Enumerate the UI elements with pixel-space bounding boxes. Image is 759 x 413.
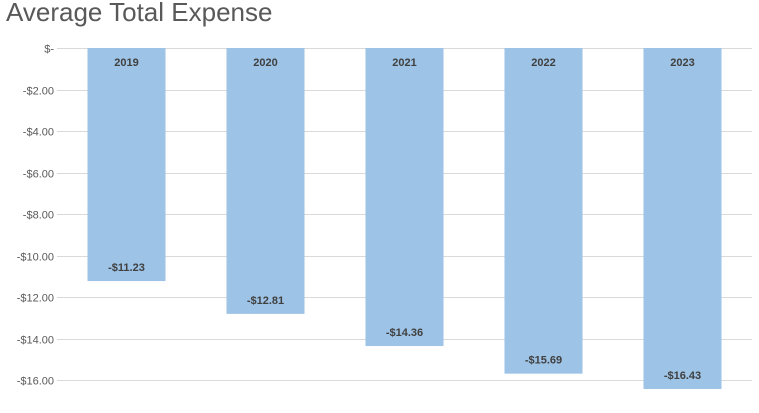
data-label: -$12.81 [247, 295, 284, 307]
category-label: 2020 [253, 57, 277, 69]
data-label: -$14.36 [386, 327, 423, 339]
data-label: -$11.23 [108, 262, 145, 274]
y-tick-label: -$16.00 [17, 376, 54, 388]
bars [87, 48, 722, 389]
y-axis-tick-labels: $- -$2.00 -$4.00 -$6.00 -$8.00 -$10.00 -$12.00… [17, 44, 55, 388]
bar [504, 48, 583, 374]
y-tick-label: -$8.00 [23, 210, 54, 222]
y-tick-label: $- [44, 44, 54, 56]
category-label: 2019 [114, 57, 138, 69]
category-label: 2023 [670, 57, 694, 69]
data-label: -$16.43 [664, 370, 701, 382]
chart-title: Average Total Expense [6, 0, 273, 27]
category-label: 2022 [531, 57, 555, 69]
y-tick-label: -$10.00 [17, 252, 54, 264]
category-labels: 2019 2020 2021 2022 2023 [114, 57, 694, 69]
data-label: -$15.69 [525, 355, 562, 367]
y-tick-label: -$14.00 [17, 335, 54, 347]
bar [226, 48, 305, 314]
y-tick-label: -$2.00 [23, 86, 54, 98]
bar [365, 48, 444, 347]
bar [643, 48, 722, 389]
data-labels: -$11.23 -$12.81 -$14.36 -$15.69 -$16.43 [108, 262, 701, 382]
y-tick-label: -$4.00 [23, 127, 54, 139]
y-tick-label: -$12.00 [17, 293, 54, 305]
bar [87, 48, 166, 282]
category-label: 2021 [392, 57, 416, 69]
y-tick-label: -$6.00 [23, 169, 54, 181]
